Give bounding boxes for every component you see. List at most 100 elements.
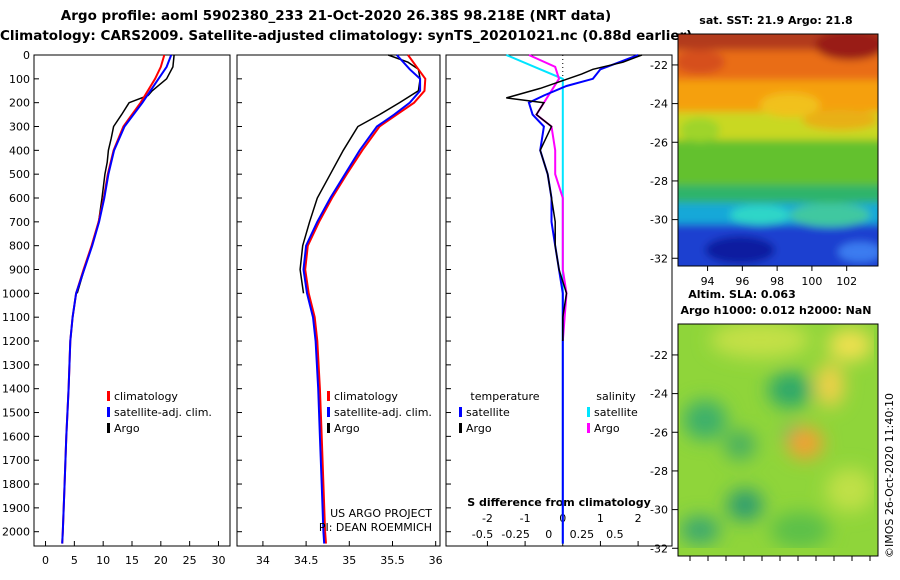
diff-legend-sal-argo-swatch	[587, 423, 590, 433]
annotation-line2: PI: DEAN ROEMMICH	[319, 521, 432, 534]
depth-tick-label: 1000	[2, 287, 30, 300]
temp-diff-tick-label: -1	[520, 512, 531, 525]
depth-tick-label: 0	[23, 49, 30, 62]
sst-map	[678, 34, 878, 266]
depth-tick-label: 700	[9, 216, 30, 229]
sal-diff-tick-label: -0.25	[501, 528, 529, 541]
depth-tick-label: 400	[9, 144, 30, 157]
sst-map-xtick-label: 94	[701, 275, 715, 288]
temperature-panel: 0100200300400500600700800900100011001200…	[2, 49, 231, 567]
temp-legend-satellite-swatch	[107, 407, 110, 417]
depth-tick-label: 600	[9, 192, 30, 205]
sst-map-ytick-label: -28	[650, 175, 668, 188]
sal-legend-climatology-label: climatology	[334, 390, 398, 403]
salinity-line-satellite-adj-clim-	[302, 54, 422, 544]
depth-tick-label: 1900	[2, 502, 30, 515]
temp-diff-tick-label: 1	[597, 512, 604, 525]
sal-diff-tick-label: 0.25	[570, 528, 595, 541]
diff-legend-temp-satellite-swatch	[459, 407, 462, 417]
sla-map	[678, 324, 878, 556]
sla-map-ytick-label: -24	[650, 388, 668, 401]
sla-map-ytick-label: -28	[650, 465, 668, 478]
sst-map-ytick-label: -26	[650, 136, 668, 149]
temp-legend-argo-swatch	[107, 423, 110, 433]
temperature-line-satellite-adj-clim-	[61, 54, 173, 544]
diff-legend-title-temperature: temperature	[470, 390, 539, 403]
difference-line-temperature-argo	[506, 54, 643, 341]
sst-map-ytick-label: -32	[650, 252, 668, 265]
diff-legend-sal-argo-label: Argo	[594, 422, 620, 435]
temp-legend-climatology-swatch	[107, 391, 110, 401]
sla-map-title-line2: Argo h1000: 0.012 h2000: NaN	[680, 304, 871, 317]
sst-map-xtick-label: 102	[836, 275, 857, 288]
sla-map-title-line1: Altim. SLA: 0.063	[688, 288, 795, 301]
sst-map-xtick-label: 100	[801, 275, 822, 288]
salinity-xtick-label: 35	[342, 554, 356, 567]
salinity-panel: 34 34.5 35 35.5 36	[236, 54, 443, 567]
difference-panel: -2 -1 0 1 2-0.5 -0.25 0 0.25 0.5S difference fro…	[445, 54, 673, 547]
sla-map-ytick-label: -22	[650, 349, 668, 362]
depth-tick-label: 800	[9, 240, 30, 253]
sla-map-frame	[677, 323, 879, 557]
sal-legend-satellite-label: satellite-adj. clim.	[334, 406, 432, 419]
temperature-xtick-label: 30	[211, 554, 225, 567]
difference-frame	[445, 54, 673, 547]
temp-legend-satellite-label: satellite-adj. clim.	[114, 406, 212, 419]
sst-map-xtick-label: 98	[770, 275, 784, 288]
diff-legend-temp-argo-label: Argo	[466, 422, 492, 435]
sst-map-ytick-label: -30	[650, 214, 668, 227]
sst-map-frame	[677, 33, 879, 267]
depth-tick-label: 1200	[2, 335, 30, 348]
temperature-line-argo	[76, 54, 175, 294]
sst-map-title: sat. SST: 21.9 Argo: 21.8	[699, 14, 852, 27]
diff-legend-title-salinity: salinity	[596, 390, 636, 403]
diff-legend-sal-satellite-label: satellite	[594, 406, 638, 419]
sal-legend-argo-swatch	[327, 423, 330, 433]
depth-tick-label: 100	[9, 73, 30, 86]
salinity-xtick-label: 35.5	[380, 554, 405, 567]
annotation-line1: US ARGO PROJECT	[330, 507, 432, 520]
temperature-xtick-label: 5	[71, 554, 78, 567]
difference-line-temperature-satellite	[527, 54, 639, 544]
temp-legend-argo-label: Argo	[114, 422, 140, 435]
imos-credit: ©IMOS 26-Oct-2020 11:40:10	[883, 393, 896, 558]
sal-legend-climatology-swatch	[327, 391, 330, 401]
salinity-frame	[236, 54, 441, 547]
salinity-xtick-label: 34.5	[294, 554, 319, 567]
salinity-xtick-label: 36	[429, 554, 443, 567]
temperature-xtick-label: 15	[125, 554, 139, 567]
depth-tick-label: 1600	[2, 430, 30, 443]
sst-map-ytick-label: -22	[650, 59, 668, 72]
temp-diff-tick-label: 2	[635, 512, 642, 525]
depth-tick-label: 1300	[2, 359, 30, 372]
depth-tick-label: 300	[9, 121, 30, 134]
diff-legend-sal-satellite-swatch	[587, 407, 590, 417]
depth-tick-label: 500	[9, 168, 30, 181]
depth-tick-label: 1800	[2, 478, 30, 491]
temperature-xtick-label: 10	[96, 554, 110, 567]
temperature-frame	[33, 54, 231, 547]
difference-line-salinity-argo	[528, 54, 568, 342]
depth-tick-label: 1500	[2, 407, 30, 420]
sla-map-ytick-label: -30	[650, 504, 668, 517]
salinity-line-climatology	[304, 54, 427, 544]
sal-legend-argo-label: Argo	[334, 422, 360, 435]
temperature-xtick-label: 0	[42, 554, 49, 567]
sst-map-ytick-label: -24	[650, 98, 668, 111]
sla-map-ytick-label: -26	[650, 426, 668, 439]
depth-tick-label: 1400	[2, 383, 30, 396]
figure-title-line2: Climatology: CARS2009. Satellite-adjuste…	[0, 28, 693, 44]
sal-diff-tick-label: 0	[545, 528, 552, 541]
figure-title-line1: Argo profile: aoml 5902380_233 21-Oct-20…	[60, 8, 612, 24]
diff-legend-temp-satellite-label: satellite	[466, 406, 510, 419]
temp-legend-climatology-label: climatology	[114, 390, 178, 403]
sal-diff-tick-label: 0.5	[606, 528, 624, 541]
depth-tick-label: 2000	[2, 526, 30, 539]
sla-map-ytick-label: -32	[650, 542, 668, 555]
sst-map-xtick-label: 96	[735, 275, 749, 288]
depth-tick-label: 1700	[2, 454, 30, 467]
depth-tick-label: 200	[9, 97, 30, 110]
depth-tick-label: 1100	[2, 311, 30, 324]
diff-legend-temp-argo-swatch	[459, 423, 462, 433]
